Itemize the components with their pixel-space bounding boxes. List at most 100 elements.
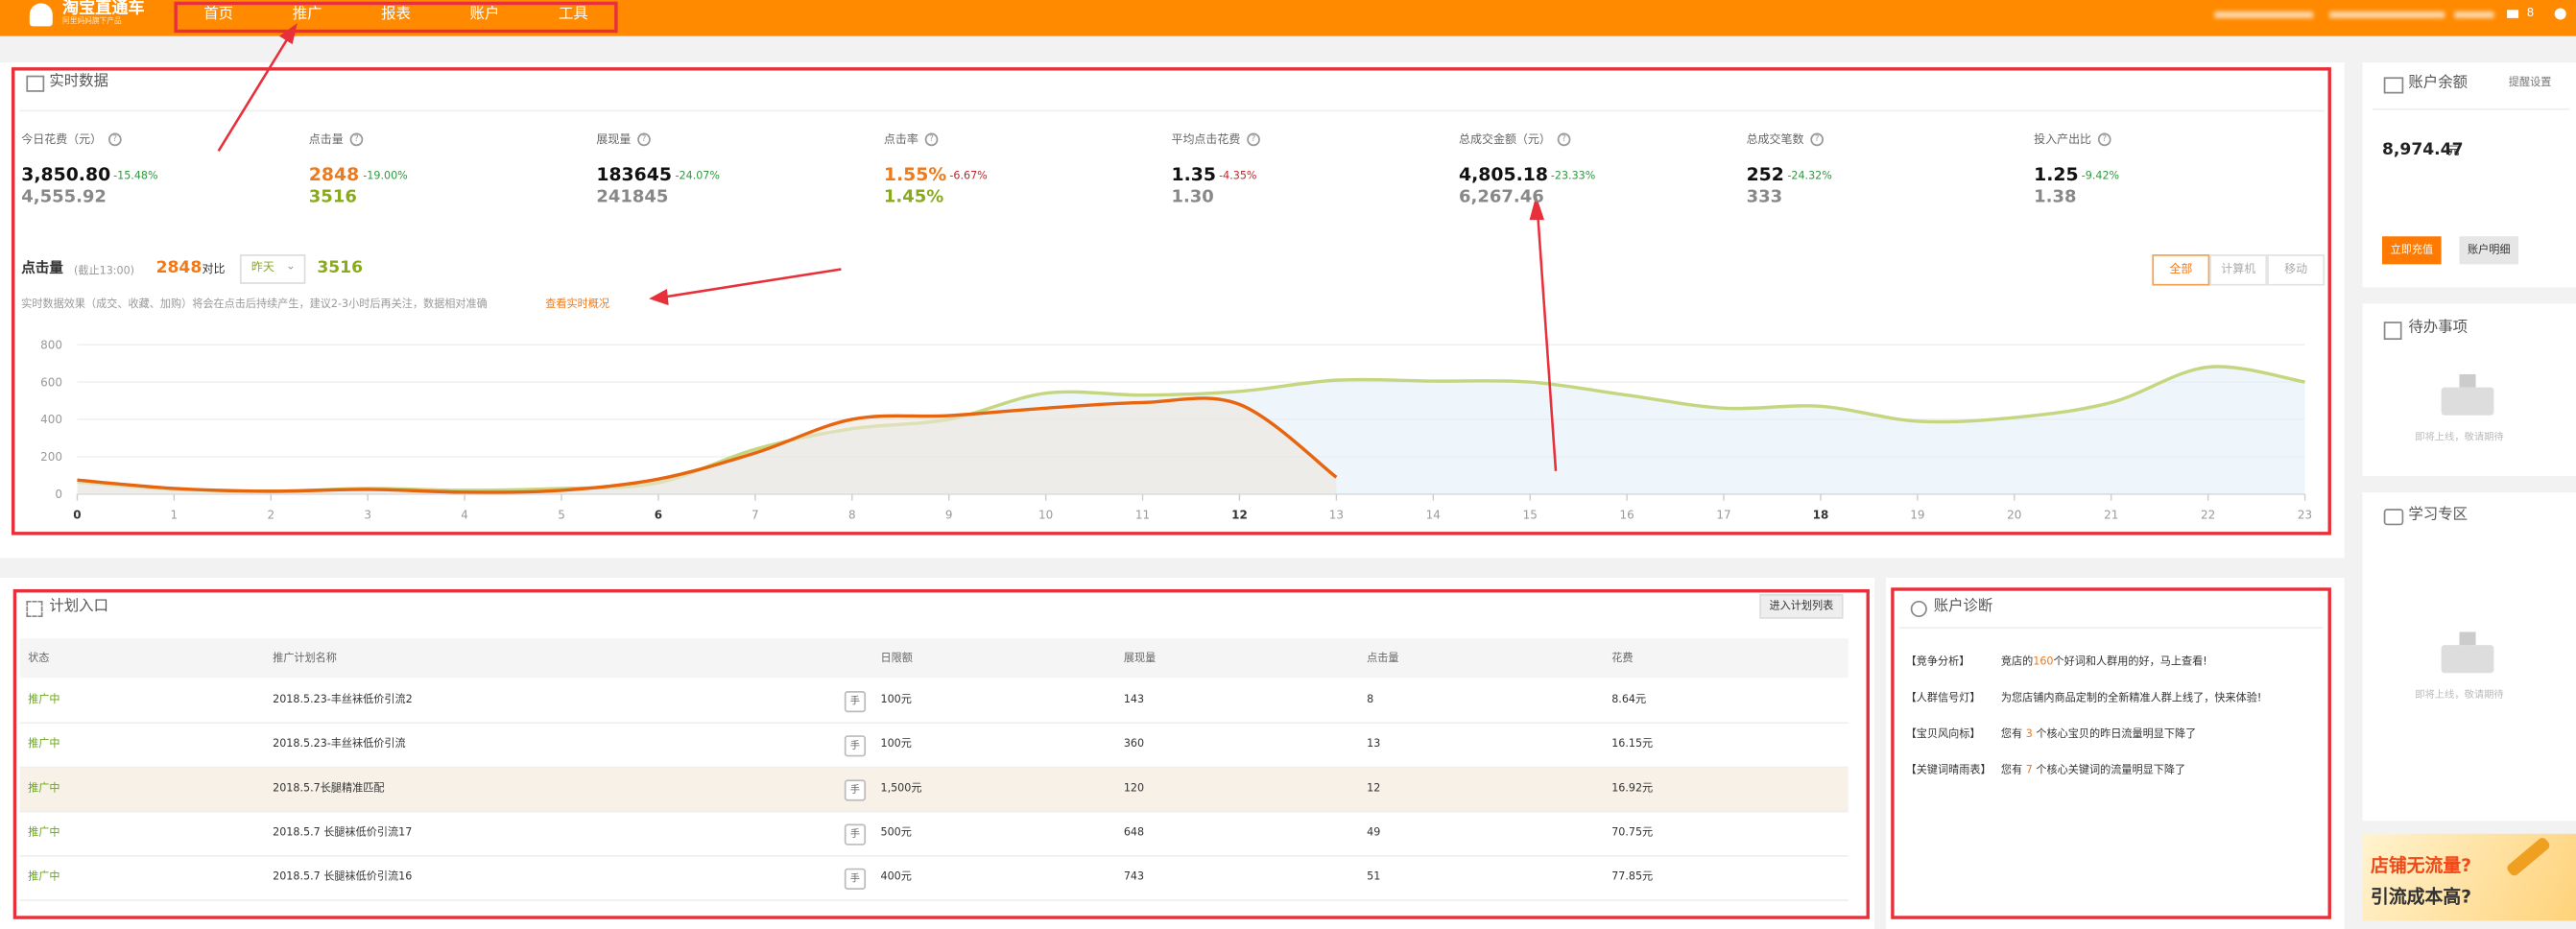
divider <box>2372 107 2570 110</box>
metric-compare: 4,555.92 <box>21 186 107 207</box>
diag-tag: 【人群信号灯】 <box>1905 691 1981 704</box>
diag-part[interactable]: 竞店的 <box>2000 655 2034 669</box>
diag-part[interactable]: 个核心宝贝的昨日流量明显下降了 <box>2032 727 2197 741</box>
detail-button[interactable]: 账户明细 <box>2459 236 2519 264</box>
cell[interactable]: 2018.5.23-丰丝袜低价引流2 <box>273 692 413 706</box>
x-tick-label: 11 <box>1135 508 1150 521</box>
tab[interactable]: 全部 <box>2152 254 2210 286</box>
balance-amount: 8,974.47 <box>2382 141 2464 159</box>
help-icon: ? <box>1557 132 1571 147</box>
nav-item[interactable]: 报表 <box>381 6 411 23</box>
cell: 143 <box>1123 692 1145 706</box>
empty-icon <box>2459 631 2476 646</box>
diag-part[interactable]: 个好词和人群用的好，马上查看! <box>2053 655 2207 669</box>
metric-label: 平均点击花费 <box>1171 132 1241 147</box>
annotation-box <box>12 588 1870 919</box>
x-tick-label: 18 <box>1813 508 1829 521</box>
tab[interactable]: 计算机 <box>2209 254 2268 286</box>
tab[interactable]: 移动 <box>2267 254 2326 286</box>
metric-label: 点击率 <box>883 132 918 147</box>
metric-change: -6.67% <box>949 169 988 182</box>
x-tick-label: 1 <box>171 508 179 521</box>
x-tick-label: 21 <box>2104 508 2118 521</box>
diag-part[interactable]: 7 <box>2025 763 2033 776</box>
blurred-user <box>2329 11 2445 18</box>
arrow-head <box>1529 195 1545 221</box>
mode-badge: 手 <box>844 779 867 801</box>
status: 推广中 <box>28 869 60 884</box>
cell[interactable]: 2018.5.23-丰丝袜低价引流 <box>273 736 406 750</box>
nav-item[interactable]: 首页 <box>203 6 234 23</box>
ad-banner[interactable]: 店铺无流量? 引流成本高? <box>2362 833 2576 921</box>
x-tick-label: 3 <box>364 508 371 521</box>
nav-item[interactable]: 账户 <box>469 6 500 23</box>
table-row <box>19 679 1849 725</box>
metric-label: 总成交金额（元） <box>1459 132 1551 147</box>
cell: 16.92元 <box>1611 781 1654 795</box>
nav-item[interactable]: 工具 <box>558 6 588 23</box>
mode-badge: 手 <box>844 868 867 890</box>
column-header: 状态 <box>28 651 50 665</box>
panel-title: 实时数据 <box>49 73 109 91</box>
x-tick-label: 0 <box>73 508 81 521</box>
metric-change: -15.48% <box>113 169 158 182</box>
cell[interactable]: 2018.5.7 长腿袜低价引流16 <box>273 869 413 884</box>
metric-value: 3,850.80 <box>21 164 111 186</box>
nav-item[interactable]: 推广 <box>292 6 322 23</box>
cell[interactable]: 2018.5.7长腿精准匹配 <box>273 781 385 795</box>
column-header: 展现量 <box>1123 651 1157 665</box>
annotation-arrow <box>1536 213 1558 471</box>
diag-part[interactable]: 个核心关键词的流量明显下降了 <box>2032 763 2186 776</box>
table-row <box>19 768 1849 813</box>
metric-compare: 241845 <box>596 186 669 207</box>
summary-compare-label: 对比 <box>202 262 226 276</box>
panel-icon <box>26 600 43 618</box>
panel-icon <box>2383 77 2404 94</box>
table-row <box>19 724 1849 769</box>
help-icon[interactable] <box>2554 8 2566 20</box>
cell: 8 <box>1367 692 1374 706</box>
balance-unit: 元 <box>2447 144 2460 158</box>
mode-badge: 手 <box>844 823 867 846</box>
cell: 13 <box>1367 736 1381 750</box>
cell[interactable]: 2018.5.7 长腿袜低价引流17 <box>273 825 413 839</box>
annotation-box <box>174 1 618 34</box>
empty-icon <box>2441 645 2494 674</box>
cell: 77.85元 <box>1611 869 1654 884</box>
diag-tag: 【关键词晴雨表】 <box>1905 763 1992 776</box>
series-line <box>77 365 2305 493</box>
diag-part[interactable]: 您有 <box>2000 727 2026 741</box>
cell: 743 <box>1123 869 1145 884</box>
help-icon: ? <box>1247 132 1260 147</box>
compare-select[interactable]: 昨天 ⌄ <box>239 254 306 284</box>
help-icon: ? <box>1810 132 1825 147</box>
diag-part[interactable]: 3 <box>2025 727 2033 741</box>
metric-change: -24.07% <box>675 169 720 182</box>
mail-icon[interactable] <box>2507 10 2519 18</box>
logo-icon <box>29 3 53 27</box>
x-tick-label: 5 <box>558 508 565 521</box>
diag-part[interactable]: 为您店铺内商品定制的全新精准人群上线了，快来体验! <box>2000 691 2262 704</box>
recharge-button[interactable]: 立即充值 <box>2382 236 2442 264</box>
x-tick-label: 8 <box>848 508 856 521</box>
note-link[interactable]: 查看实时概况 <box>545 297 610 311</box>
divider <box>19 109 2326 112</box>
diag-part[interactable]: 您有 <box>2000 763 2026 776</box>
diag-text: 您有 3 个核心宝贝的昨日流量明显下降了 <box>2001 728 2196 739</box>
diagnosis-panel <box>1886 578 2345 929</box>
diag-part[interactable]: 160 <box>2033 655 2054 669</box>
series-area <box>77 397 1337 494</box>
plan-list-button[interactable]: 进入计划列表 <box>1759 594 1844 618</box>
x-tick-label: 22 <box>2201 508 2215 521</box>
y-tick-label: 400 <box>40 413 62 426</box>
blurred-user <box>2454 11 2494 18</box>
remind-setting[interactable]: 提醒设置 <box>2508 75 2552 89</box>
status: 推广中 <box>28 736 60 750</box>
logo-sub: 阿里妈妈旗下产品 <box>62 17 122 27</box>
column-header: 花费 <box>1611 651 1634 665</box>
panel-title: 待办事项 <box>2408 320 2469 337</box>
metric-value: 252 <box>1746 164 1784 186</box>
help-icon: ? <box>2097 132 2111 147</box>
x-tick-label: 23 <box>2298 508 2312 521</box>
